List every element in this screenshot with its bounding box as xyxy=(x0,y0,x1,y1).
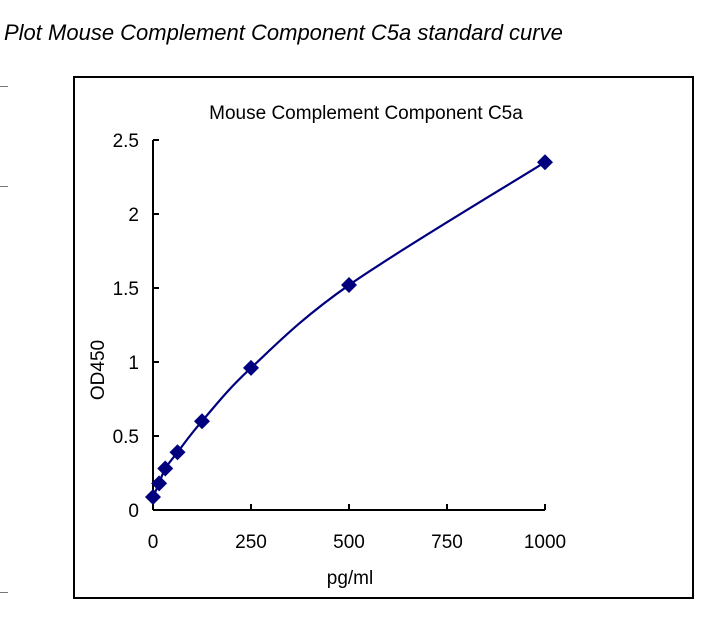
data-point xyxy=(341,277,357,294)
data-point xyxy=(169,444,186,461)
data-point xyxy=(145,488,161,505)
data-point xyxy=(157,460,174,477)
y-tick-label: 0.5 xyxy=(113,427,139,448)
y-tick-label: 1 xyxy=(128,353,139,374)
page-title: Plot Mouse Complement Component C5a stan… xyxy=(4,20,563,45)
edge-tick-mark xyxy=(0,86,8,87)
edge-tick-mark xyxy=(0,592,8,593)
x-axis-label: pg/ml xyxy=(327,568,373,589)
y-tick-label: 2 xyxy=(128,205,139,226)
y-axis-label: OD450 xyxy=(88,340,109,400)
y-tick-label: 2.5 xyxy=(113,131,139,152)
y-tick-label: 0 xyxy=(128,501,139,522)
y-tick-label: 1.5 xyxy=(113,279,139,300)
data-point xyxy=(194,413,210,430)
edge-tick-mark xyxy=(0,186,8,187)
x-tick-label: 750 xyxy=(431,532,463,553)
data-point xyxy=(151,475,168,492)
x-tick-label: 500 xyxy=(333,532,365,553)
trend-curve xyxy=(151,161,546,498)
x-tick-label: 250 xyxy=(235,532,267,553)
data-point xyxy=(243,359,259,376)
chart-frame xyxy=(73,76,694,599)
x-tick-label: 0 xyxy=(148,532,159,553)
data-point xyxy=(537,154,553,171)
chart-title: Mouse Complement Component C5a xyxy=(209,103,523,124)
x-tick-label: 1000 xyxy=(524,532,566,553)
